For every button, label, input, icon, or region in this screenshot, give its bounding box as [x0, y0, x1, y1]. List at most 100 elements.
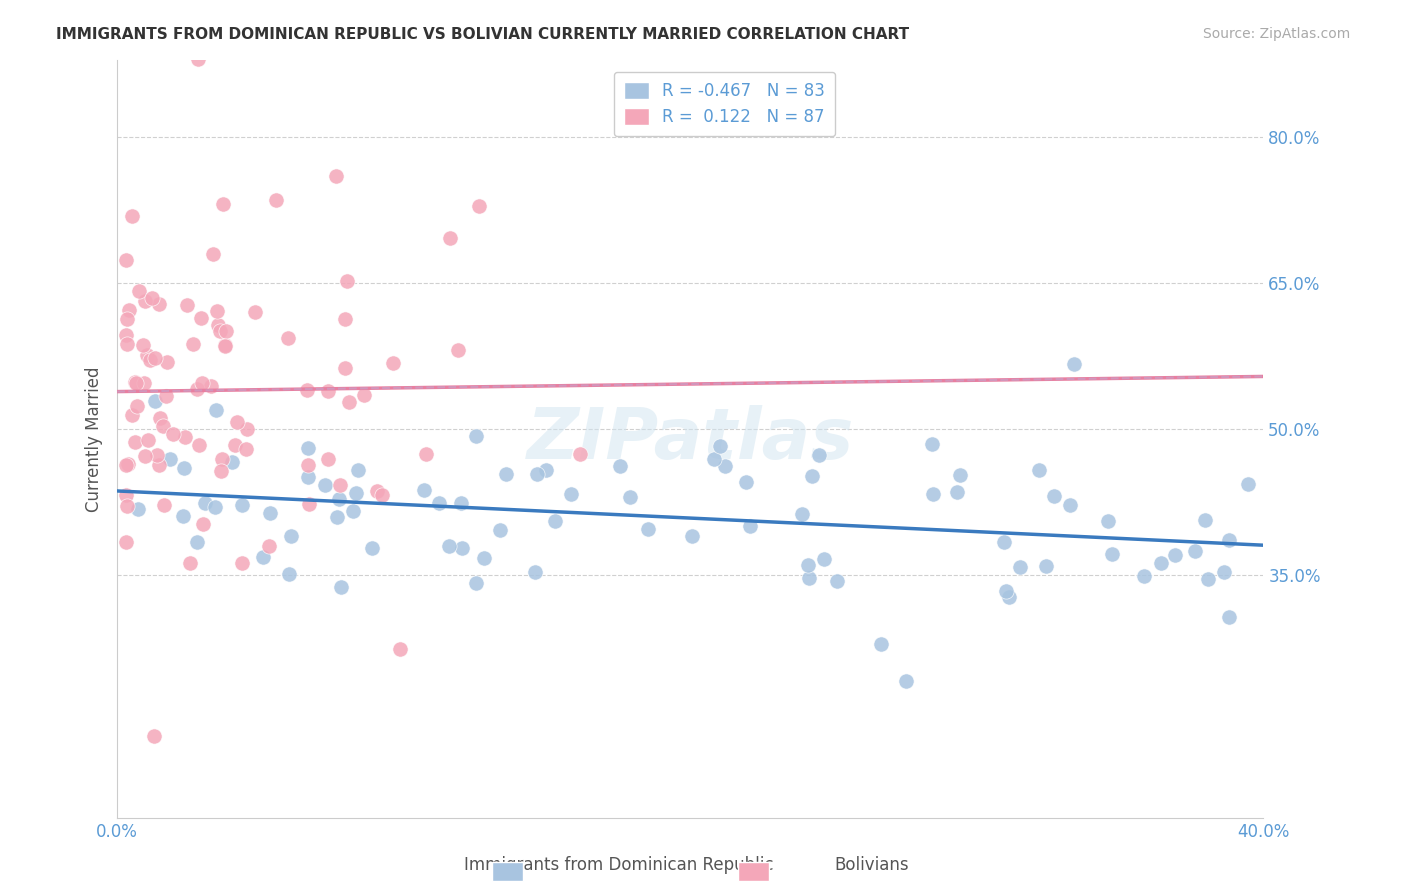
Point — [998, 590, 1021, 604]
Point — [225, 415, 247, 429]
Point — [236, 422, 259, 436]
Point — [709, 439, 731, 453]
Point — [382, 356, 405, 370]
Point — [1035, 558, 1057, 573]
Point — [148, 297, 170, 311]
Point — [1010, 560, 1032, 574]
Point — [297, 458, 319, 472]
Point — [468, 199, 491, 213]
Point — [139, 353, 162, 368]
Point — [337, 395, 360, 409]
Point — [447, 343, 470, 358]
Point — [187, 52, 209, 66]
Point — [209, 464, 232, 478]
Point — [1184, 543, 1206, 558]
Point — [211, 451, 233, 466]
Point — [205, 403, 228, 417]
Point — [127, 501, 149, 516]
Point — [125, 376, 148, 391]
Point — [231, 556, 253, 570]
Point — [190, 310, 212, 325]
Point — [204, 500, 226, 514]
Point — [194, 496, 217, 510]
Point — [243, 305, 266, 319]
Point — [465, 429, 488, 443]
Point — [115, 499, 138, 513]
Point — [134, 449, 156, 463]
Point — [134, 294, 156, 309]
Point — [186, 535, 208, 549]
Point — [141, 291, 163, 305]
Point — [1101, 548, 1123, 562]
Point — [278, 566, 301, 581]
Point — [1194, 513, 1216, 527]
Point — [179, 556, 201, 570]
Point — [152, 499, 174, 513]
Point — [118, 303, 141, 318]
Point — [1213, 566, 1236, 580]
Point — [681, 529, 703, 543]
Point — [1043, 489, 1066, 503]
Point — [298, 497, 321, 511]
Point — [797, 571, 820, 585]
Point — [922, 487, 945, 501]
Point — [813, 552, 835, 566]
Point — [117, 337, 139, 351]
Point — [329, 580, 352, 594]
Point — [560, 486, 582, 500]
Point — [124, 375, 146, 389]
Point — [200, 379, 222, 393]
Text: ZIPatlas: ZIPatlas — [527, 405, 853, 474]
Point — [524, 566, 547, 580]
Point — [259, 506, 281, 520]
Point — [472, 550, 495, 565]
Point — [117, 457, 139, 471]
Point — [280, 529, 302, 543]
Legend: R = -0.467   N = 83, R =  0.122   N = 87: R = -0.467 N = 83, R = 0.122 N = 87 — [614, 71, 835, 136]
Point — [526, 467, 548, 482]
Point — [159, 452, 181, 467]
Point — [221, 455, 243, 469]
Point — [1063, 357, 1085, 371]
Point — [114, 327, 136, 342]
Point — [488, 523, 510, 537]
Point — [209, 324, 232, 338]
Point — [145, 351, 167, 366]
Point — [993, 535, 1015, 549]
Point — [994, 583, 1017, 598]
Point — [921, 437, 943, 451]
Point — [191, 376, 214, 390]
Point — [335, 361, 357, 376]
Point — [143, 394, 166, 409]
Point — [162, 427, 184, 442]
Point — [353, 388, 375, 402]
Point — [145, 449, 167, 463]
Point — [740, 518, 762, 533]
Point — [568, 447, 591, 461]
Text: Immigrants from Dominican Republic: Immigrants from Dominican Republic — [464, 856, 773, 874]
Point — [370, 488, 392, 502]
Point — [172, 509, 194, 524]
Point — [495, 467, 517, 481]
Point — [702, 452, 724, 467]
Point — [128, 284, 150, 298]
Point — [214, 338, 236, 352]
Point — [173, 460, 195, 475]
Point — [176, 298, 198, 312]
Point — [297, 441, 319, 455]
Point — [450, 496, 472, 510]
Point — [181, 337, 204, 351]
Point — [800, 469, 823, 483]
Point — [143, 729, 166, 743]
Point — [389, 642, 412, 657]
Point — [335, 311, 357, 326]
Point — [328, 492, 350, 507]
Point — [534, 463, 557, 477]
Point — [325, 169, 347, 183]
Point — [187, 438, 209, 452]
Point — [825, 574, 848, 588]
Point — [366, 483, 388, 498]
Point — [257, 539, 280, 553]
Point — [149, 411, 172, 425]
Point — [212, 197, 235, 211]
